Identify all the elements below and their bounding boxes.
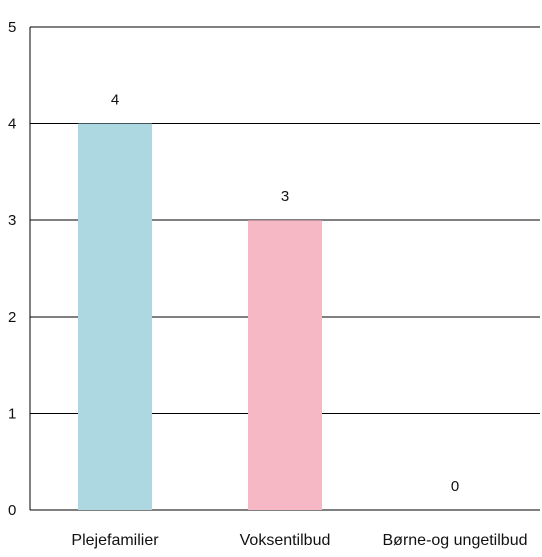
x-category-label: Børne-og ungetilbud (383, 532, 528, 549)
y-tick-label: 0 (8, 502, 16, 519)
y-tick-label: 2 (8, 309, 16, 326)
labels: 0 1 2 3 4 5 4 Plejefamilier 3 Voksentilbud 0 Børne-… (8, 19, 527, 549)
y-tick-label: 4 (8, 116, 16, 133)
x-category-label: Plejefamilier (71, 532, 159, 549)
data-label: 0 (451, 478, 459, 495)
y-tick-label: 1 (8, 405, 16, 422)
y-tick-label: 5 (8, 19, 16, 36)
data-label: 4 (111, 92, 119, 109)
bar (248, 220, 322, 510)
y-tick-label: 3 (8, 212, 16, 229)
x-category-label: Voksentilbud (240, 532, 331, 549)
bar (78, 123, 152, 510)
bars (78, 123, 322, 510)
data-label: 3 (281, 188, 289, 205)
